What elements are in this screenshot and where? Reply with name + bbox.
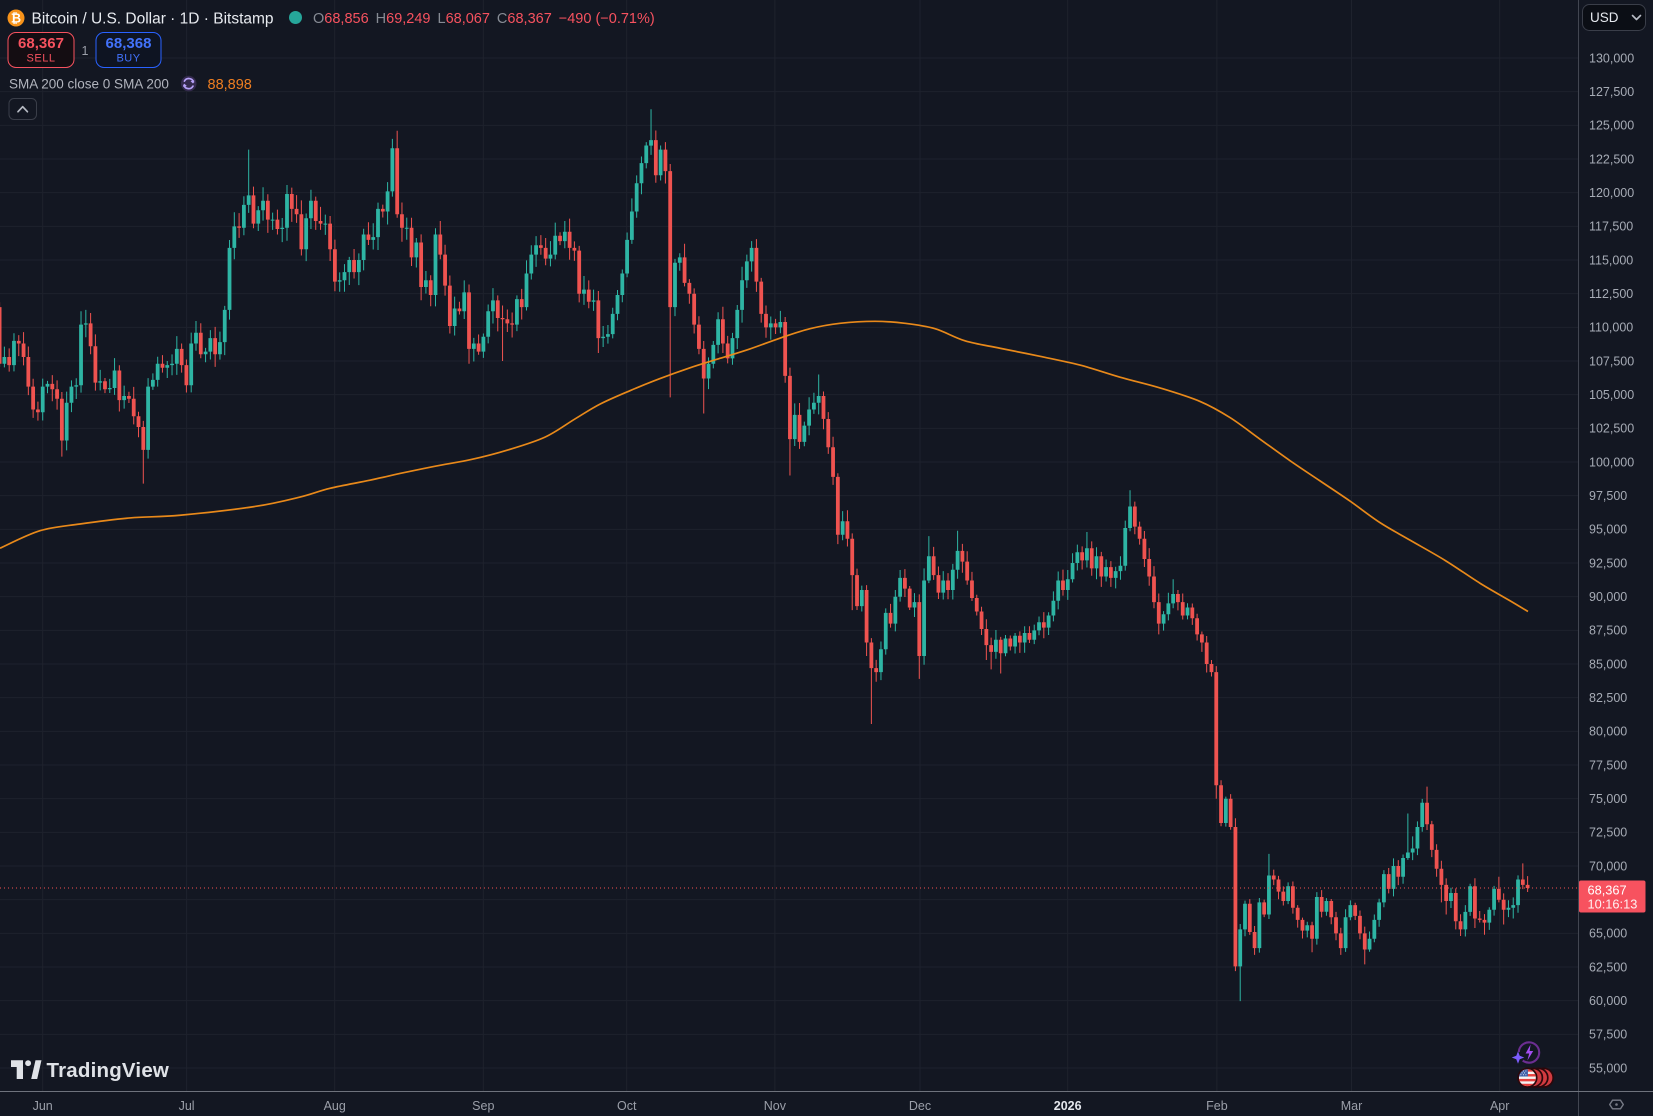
svg-text:87,500: 87,500 [1589,624,1627,638]
svg-text:102,500: 102,500 [1589,422,1634,436]
svg-text:SELL: SELL [27,53,56,65]
svg-text:107,500: 107,500 [1589,354,1634,368]
svg-text:BUY: BUY [116,53,140,65]
svg-text:57,500: 57,500 [1589,1028,1627,1042]
svg-text:TradingView: TradingView [47,1059,170,1082]
svg-text:122,500: 122,500 [1589,152,1634,166]
svg-text:60,000: 60,000 [1589,994,1627,1008]
svg-text:120,000: 120,000 [1589,186,1634,200]
svg-text:77,500: 77,500 [1589,758,1627,772]
svg-text:55,000: 55,000 [1589,1061,1627,1075]
svg-text:85,000: 85,000 [1589,657,1627,671]
svg-text:68,368: 68,368 [106,35,152,52]
svg-text:127,500: 127,500 [1589,85,1634,99]
svg-text:68,367: 68,367 [1588,883,1627,898]
svg-text:65,000: 65,000 [1589,927,1627,941]
svg-text:Bitcoin / U.S. Dollar · 1D · B: Bitcoin / U.S. Dollar · 1D · Bitstamp [32,10,274,27]
svg-text:90,000: 90,000 [1589,590,1627,604]
svg-text:Aug: Aug [324,1099,346,1113]
svg-text:115,000: 115,000 [1589,253,1633,267]
svg-text:72,500: 72,500 [1589,826,1627,840]
svg-text:10:16:13: 10:16:13 [1588,897,1638,912]
svg-text:100,000: 100,000 [1589,455,1634,469]
svg-text:75,000: 75,000 [1589,792,1627,806]
svg-text:80,000: 80,000 [1589,725,1627,739]
svg-text:Dec: Dec [909,1099,931,1113]
svg-text:1: 1 [82,44,89,58]
svg-text:Nov: Nov [764,1099,787,1113]
svg-text:Mar: Mar [1341,1099,1363,1113]
svg-text:Oct: Oct [617,1099,637,1113]
svg-text:62,500: 62,500 [1589,960,1627,974]
svg-text:2026: 2026 [1054,1099,1082,1113]
svg-text:110,000: 110,000 [1589,321,1633,335]
svg-text:97,500: 97,500 [1589,489,1627,503]
svg-text:68,367: 68,367 [18,35,64,52]
svg-text:Jun: Jun [33,1099,53,1113]
svg-text:82,500: 82,500 [1589,691,1627,705]
svg-text:Sep: Sep [472,1099,494,1113]
svg-text:Apr: Apr [1490,1099,1509,1113]
svg-text:70,000: 70,000 [1589,859,1627,873]
svg-text:117,500: 117,500 [1589,220,1633,234]
svg-text:112,500: 112,500 [1589,287,1633,301]
svg-text:SMA 200 close 0 SMA 200: SMA 200 close 0 SMA 200 [9,77,169,92]
svg-text:95,000: 95,000 [1589,523,1627,537]
svg-text:₿: ₿ [11,12,21,26]
svg-text:105,000: 105,000 [1589,388,1634,402]
svg-text:Jul: Jul [179,1099,195,1113]
svg-text:92,500: 92,500 [1589,556,1627,570]
svg-text:88,898: 88,898 [208,77,252,93]
svg-text:Feb: Feb [1206,1099,1228,1113]
svg-text:125,000: 125,000 [1589,119,1634,133]
svg-text:USD: USD [1590,10,1619,25]
svg-text:130,000: 130,000 [1589,51,1634,65]
